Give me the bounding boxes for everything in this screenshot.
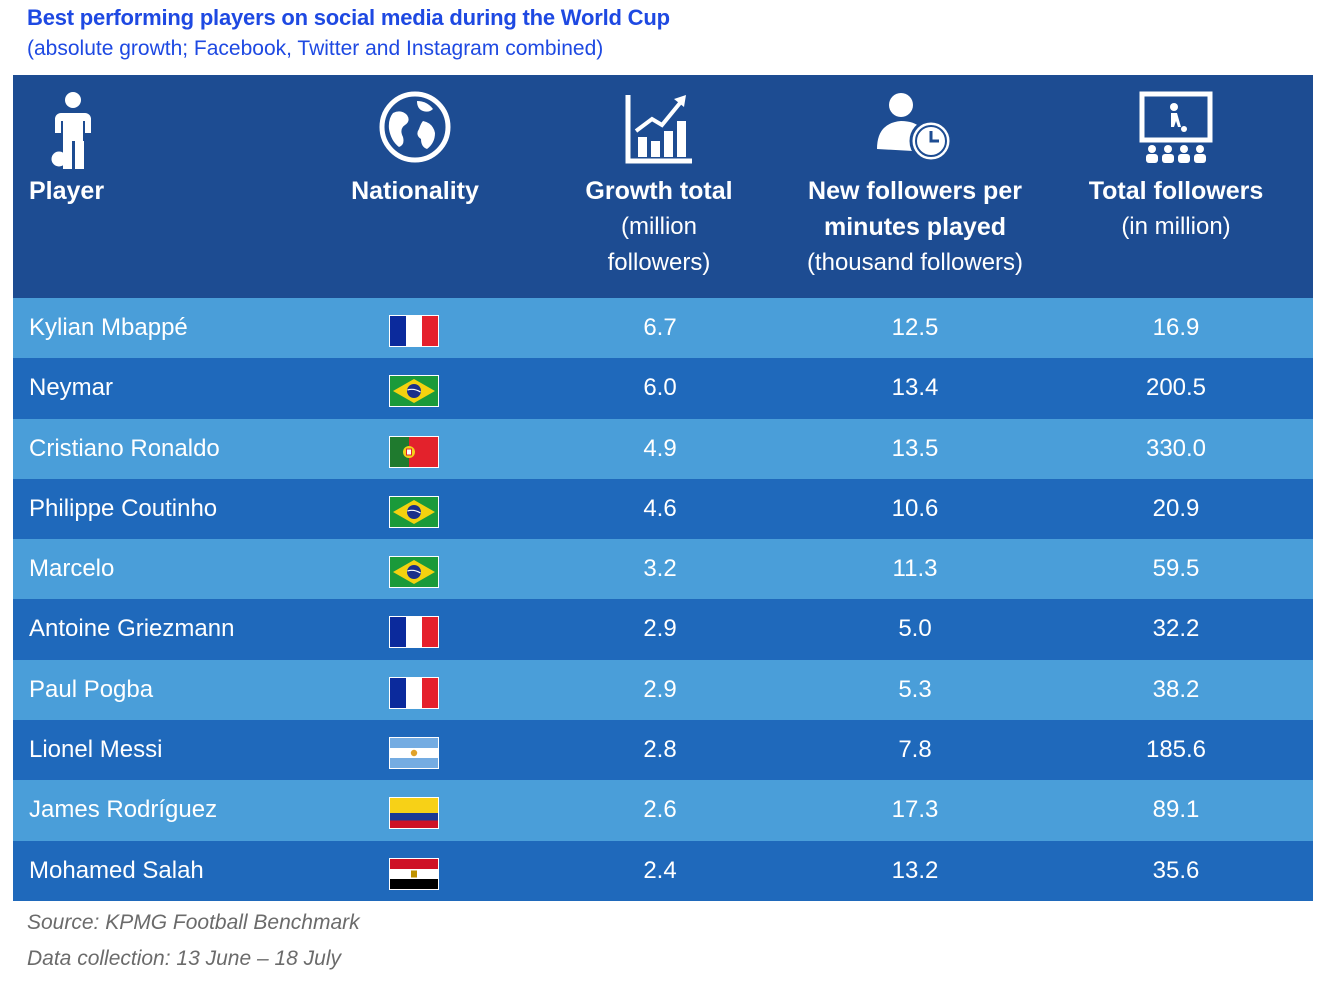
france-flag-icon — [389, 676, 439, 709]
growth-header-sub2: followers) — [607, 249, 711, 276]
table-row: Marcelo 3.2 11.3 59.5 — [13, 539, 1313, 600]
person-clock-icon — [877, 93, 953, 163]
france-flag-icon — [389, 616, 439, 649]
new-followers-cell: 17.3 — [891, 796, 939, 824]
new-followers-cell: 5.0 — [898, 615, 932, 643]
column-header-total: Total followers (in million) — [1063, 75, 1289, 298]
table-row: Mohamed Salah 2.4 13.2 35.6 — [13, 840, 1313, 901]
new-followers-header-label-1: New followers per — [808, 177, 1022, 205]
table-row: James Rodríguez 2.6 17.3 89.1 — [13, 780, 1313, 841]
table-header: Player Nationality Growth tota — [13, 75, 1313, 298]
total-followers-cell: 89.1 — [1152, 796, 1200, 824]
players-table: Player Nationality Growth tota — [13, 75, 1313, 901]
table-row: Cristiano Ronaldo 4.9 13.5 330.0 — [13, 418, 1313, 479]
new-followers-cell: 13.4 — [891, 374, 939, 402]
globe-icon — [379, 91, 451, 163]
column-header-nationality: Nationality — [313, 75, 517, 298]
column-header-new-followers: New followers per minutes played (thousa… — [773, 75, 1057, 298]
new-followers-cell: 10.6 — [891, 494, 939, 522]
total-followers-cell: 16.9 — [1152, 314, 1200, 341]
brazil-flag-icon — [389, 375, 439, 408]
growth-total-cell: 6.0 — [643, 374, 677, 402]
table-row: Antoine Griezmann 2.9 5.0 32.2 — [13, 599, 1313, 660]
growth-total-cell: 2.9 — [643, 675, 677, 703]
table-row: Paul Pogba 2.9 5.3 38.2 — [13, 659, 1313, 721]
audience-screen-icon — [1139, 91, 1213, 163]
player-name-cell: Kylian Mbappé — [29, 314, 188, 341]
source-note: Source: KPMG Football Benchmark — [27, 911, 360, 934]
brazil-flag-icon — [389, 495, 439, 528]
total-followers-cell: 200.5 — [1145, 374, 1207, 402]
data-collection-note: Data collection: 13 June – 18 July — [27, 947, 342, 970]
growth-header-label: Growth total — [585, 177, 733, 205]
new-followers-header-sub: (thousand followers) — [806, 249, 1024, 276]
growth-header-sub1: (million — [620, 213, 697, 240]
total-followers-cell: 35.6 — [1152, 856, 1200, 884]
chart-subtitle: (absolute growth; Facebook, Twitter and … — [27, 37, 604, 60]
new-followers-cell: 13.5 — [891, 434, 939, 462]
total-header-label: Total followers — [1088, 177, 1264, 205]
france-flag-icon — [389, 315, 439, 347]
growth-total-cell: 2.4 — [643, 856, 677, 884]
new-followers-header-label-2: minutes played — [824, 213, 1006, 241]
new-followers-cell: 5.3 — [898, 675, 932, 703]
player-name-cell: James Rodríguez — [29, 796, 218, 824]
total-followers-cell: 330.0 — [1145, 434, 1207, 462]
new-followers-cell: 11.3 — [892, 555, 938, 583]
table-body: Kylian Mbappé 6.7 12.5 16.9 Neymar 6.0 13.4 200… — [13, 298, 1313, 901]
new-followers-cell: 7.8 — [898, 736, 932, 764]
table-row: Kylian Mbappé 6.7 12.5 16.9 — [13, 298, 1313, 359]
player-name-cell: Philippe Coutinho — [29, 494, 218, 522]
egypt-flag-icon — [389, 857, 439, 890]
table-row: Neymar 6.0 13.4 200.5 — [13, 358, 1313, 419]
growth-total-cell: 4.6 — [643, 494, 677, 522]
chart-title: Best performing players on social media … — [27, 5, 670, 30]
column-header-player: Player — [13, 75, 233, 298]
player-name-cell: Paul Pogba — [29, 675, 154, 703]
total-followers-cell: 20.9 — [1152, 494, 1200, 522]
player-name-cell: Mohamed Salah — [29, 856, 204, 884]
nationality-header-label: Nationality — [351, 177, 479, 205]
argentina-flag-icon — [389, 737, 439, 770]
column-header-growth: Growth total (million followers) — [561, 75, 757, 298]
player-header-label: Player — [29, 177, 105, 205]
total-followers-cell: 32.2 — [1152, 615, 1200, 643]
total-header-sub: (in million) — [1121, 213, 1231, 240]
player-name-cell: Lionel Messi — [29, 736, 163, 764]
table-row: Philippe Coutinho 4.6 10.6 20.9 — [13, 478, 1313, 540]
new-followers-cell: 12.5 — [891, 314, 939, 341]
player-name-cell: Cristiano Ronaldo — [29, 434, 220, 462]
growth-chart-icon — [625, 95, 692, 164]
growth-total-cell: 2.9 — [643, 615, 677, 643]
new-followers-cell: 13.2 — [891, 856, 939, 884]
total-followers-cell: 38.2 — [1152, 675, 1200, 703]
brazil-flag-icon — [389, 556, 439, 589]
person-with-ball-icon — [51, 92, 91, 169]
portugal-flag-icon — [389, 435, 439, 468]
player-name-cell: Marcelo — [29, 555, 115, 583]
growth-total-cell: 2.6 — [643, 796, 677, 824]
player-name-cell: Neymar — [29, 374, 114, 402]
growth-total-cell: 4.9 — [643, 434, 677, 462]
total-followers-cell: 185.6 — [1145, 736, 1207, 764]
player-name-cell: Antoine Griezmann — [29, 615, 235, 643]
total-followers-cell: 59.5 — [1152, 555, 1200, 583]
colombia-flag-icon — [389, 797, 439, 830]
growth-total-cell: 3.2 — [643, 555, 677, 583]
table-row: Lionel Messi 2.8 7.8 185.6 — [13, 720, 1313, 781]
growth-total-cell: 6.7 — [643, 314, 677, 341]
growth-total-cell: 2.8 — [643, 736, 677, 764]
